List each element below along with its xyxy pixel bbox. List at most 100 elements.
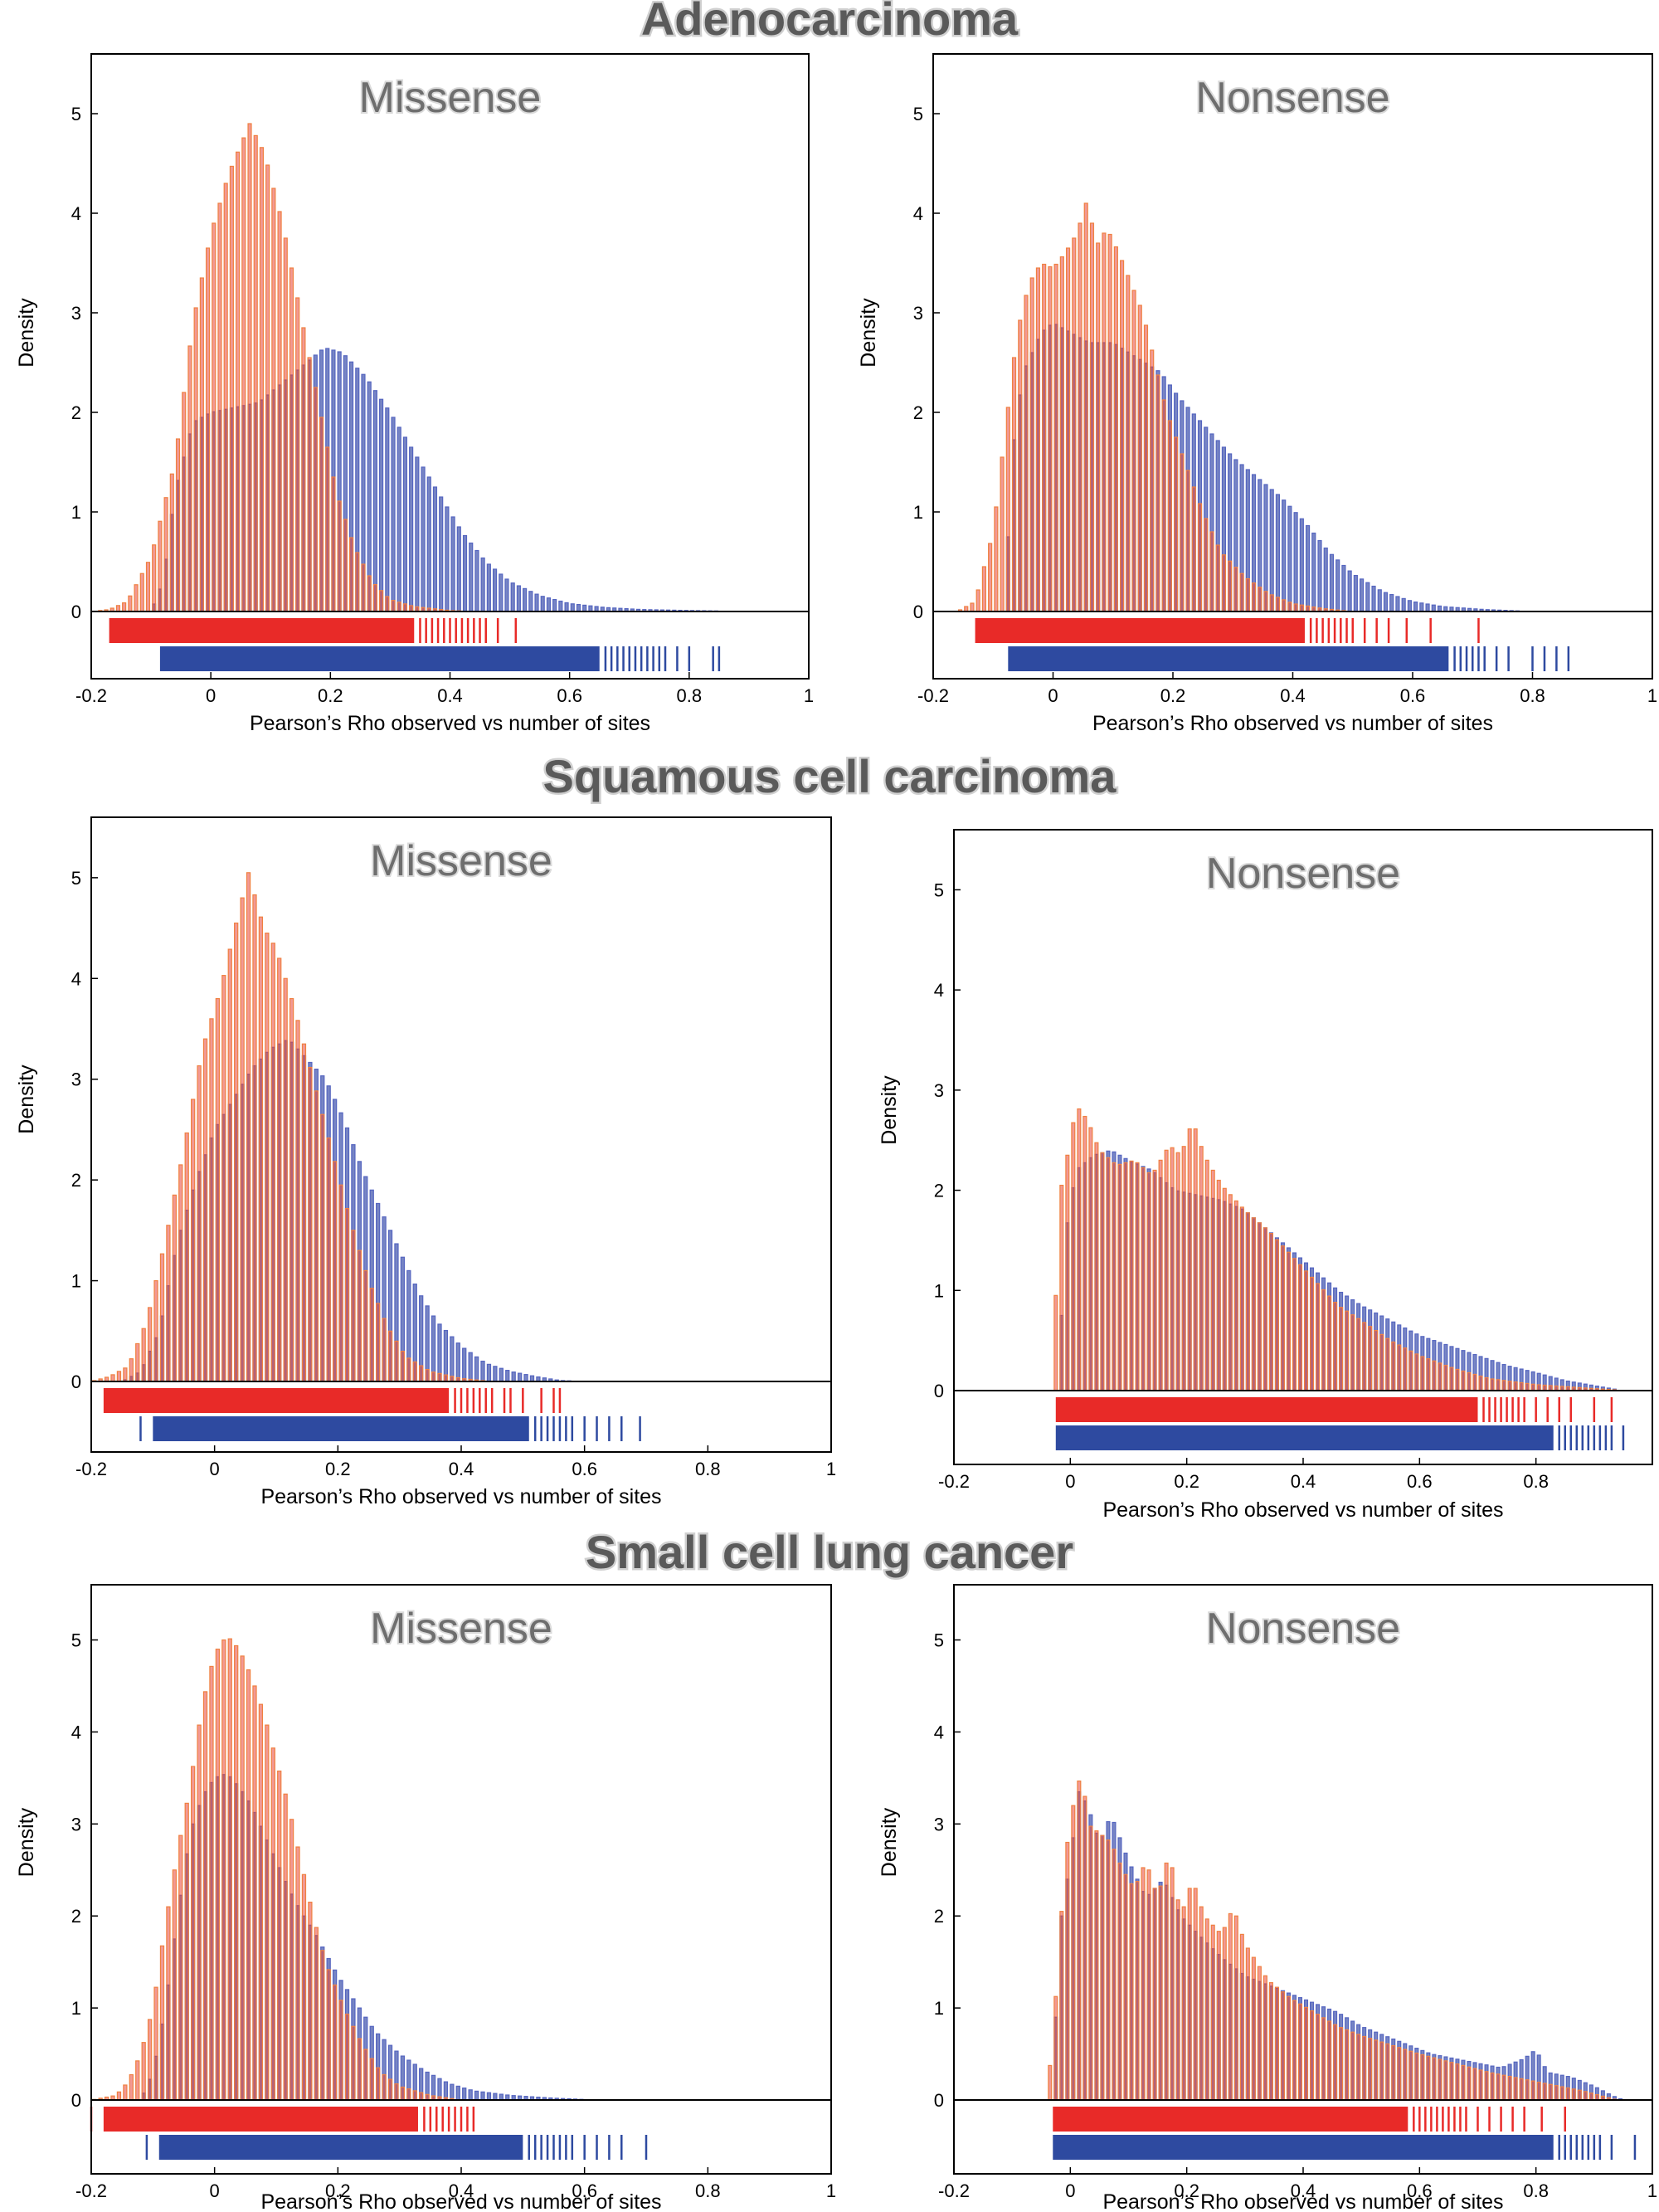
bar-series-1 <box>534 593 539 612</box>
bar-series-0 <box>1519 1381 1524 1391</box>
bar-series-0 <box>1005 407 1010 612</box>
y-tick-label: 3 <box>913 303 923 324</box>
y-tick-label: 2 <box>934 1181 944 1201</box>
bar-series-0 <box>1478 1375 1483 1391</box>
bar-series-1 <box>480 557 485 612</box>
bar-series-0 <box>283 977 288 1382</box>
bar-series-0 <box>394 2083 399 2101</box>
x-tick-label: 0.4 <box>1291 1471 1316 1492</box>
x-tick-label: 0.4 <box>437 685 463 706</box>
bar-series-0 <box>1333 1302 1338 1391</box>
bar-series-0 <box>1385 2043 1390 2101</box>
bar-series-0 <box>1263 591 1268 612</box>
y-tick-label: 5 <box>71 868 81 889</box>
bar-series-0 <box>1443 1364 1448 1391</box>
bar-series-0 <box>1082 1115 1087 1391</box>
y-axis-label: Density <box>15 298 38 368</box>
bar-series-0 <box>320 1113 325 1382</box>
bar-series-0 <box>308 1901 313 2101</box>
bar-series-0 <box>1443 2060 1448 2101</box>
bar-series-1 <box>523 1374 528 1382</box>
bar-series-0 <box>307 357 312 612</box>
bar-series-0 <box>1408 1350 1413 1391</box>
bar-series-0 <box>202 1038 208 1382</box>
bar-series-0 <box>1221 554 1227 612</box>
bar-series-0 <box>1519 2078 1524 2101</box>
bar-series-1 <box>499 1367 504 1382</box>
bar-series-0 <box>1461 2064 1466 2101</box>
bar-series-0 <box>372 583 377 612</box>
bar-series-0 <box>1175 1899 1180 2101</box>
bar-series-0 <box>147 2019 153 2101</box>
bar-series-0 <box>166 1906 171 2101</box>
bar-series-0 <box>1426 2055 1431 2101</box>
bar-series-0 <box>1181 1146 1186 1391</box>
bar-series-0 <box>1158 1159 1163 1391</box>
x-tick-label: 0.6 <box>1407 1471 1433 1492</box>
bar-series-0 <box>1152 1888 1157 2101</box>
x-tick-label: -0.2 <box>938 2180 970 2201</box>
bar-series-0 <box>382 1318 387 1382</box>
y-tick-label: 0 <box>934 1381 944 1401</box>
bar-series-0 <box>319 417 324 612</box>
bar-series-0 <box>1239 1933 1244 2101</box>
bar-series-1 <box>1389 593 1394 612</box>
bar-series-0 <box>1197 503 1203 612</box>
bar-series-0 <box>1106 1157 1111 1391</box>
y-tick-label: 2 <box>71 1170 81 1191</box>
bar-series-1 <box>379 398 384 612</box>
bar-series-1 <box>468 1352 473 1382</box>
bar-series-0 <box>1119 260 1125 612</box>
bar-series-0 <box>1397 1344 1402 1391</box>
panel-5: 0 1 2 3 4 5 -0.2 0 0.2 0.4 0.6 0.8 1 Nonsense Pearson’… <box>878 1584 1657 2212</box>
bar-series-0 <box>1035 267 1041 612</box>
bar-series-0 <box>1170 1147 1175 1391</box>
bar-series-0 <box>437 1372 442 1382</box>
y-tick-label: 3 <box>71 1814 81 1834</box>
x-tick-label: -0.2 <box>75 2180 107 2201</box>
bar-series-1 <box>517 1372 523 1382</box>
bar-series-0 <box>331 476 336 612</box>
bar-series-0 <box>215 1649 221 2101</box>
bar-series-0 <box>153 1279 158 1382</box>
bar-series-0 <box>357 1250 362 1382</box>
bar-series-1 <box>540 596 545 612</box>
y-axis-label: Density <box>878 1075 901 1145</box>
bar-series-0 <box>1309 1276 1315 1391</box>
bar-series-0 <box>1199 1146 1204 1391</box>
bar-series-0 <box>1106 1839 1111 2101</box>
y-tick-label: 5 <box>71 104 81 124</box>
bar-series-1 <box>486 563 491 612</box>
bar-series-0 <box>1199 1906 1204 2101</box>
bar-series-0 <box>431 1372 436 1382</box>
bar-series-0 <box>1024 295 1029 612</box>
bar-series-0 <box>1181 1906 1186 2101</box>
bar-series-0 <box>412 2090 417 2101</box>
bar-series-0 <box>209 1018 214 1382</box>
bar-series-1 <box>1282 499 1287 612</box>
bar-series-0 <box>289 267 294 612</box>
bar-series-0 <box>1117 1163 1122 1391</box>
bar-series-0 <box>1316 2014 1321 2101</box>
bar-series-0 <box>1089 222 1095 612</box>
bar-series-1 <box>570 603 575 612</box>
x-tick-label: 0.2 <box>325 1459 351 1479</box>
bar-series-0 <box>1094 1142 1099 1391</box>
bar-series-1 <box>462 1347 467 1382</box>
bar-series-0 <box>1536 1384 1541 1391</box>
bar-series-0 <box>397 602 401 612</box>
y-tick-label: 2 <box>913 402 923 423</box>
x-axis-label: Pearson’s Rho observed vs number of site… <box>250 712 650 735</box>
bar-series-0 <box>1135 1162 1140 1391</box>
x-tick-label: 0.4 <box>449 2180 474 2201</box>
bar-series-0 <box>1297 2003 1303 2101</box>
bar-series-0 <box>1210 1169 1215 1391</box>
y-tick-label: 1 <box>71 502 81 523</box>
bar-series-0 <box>197 1065 202 1382</box>
bar-series-0 <box>1174 436 1179 612</box>
y-tick-label: 3 <box>934 1080 944 1101</box>
bar-series-0 <box>227 1638 232 2101</box>
bar-series-0 <box>320 1950 325 2101</box>
bar-series-0 <box>357 2038 362 2101</box>
bar-series-1 <box>1431 604 1436 612</box>
